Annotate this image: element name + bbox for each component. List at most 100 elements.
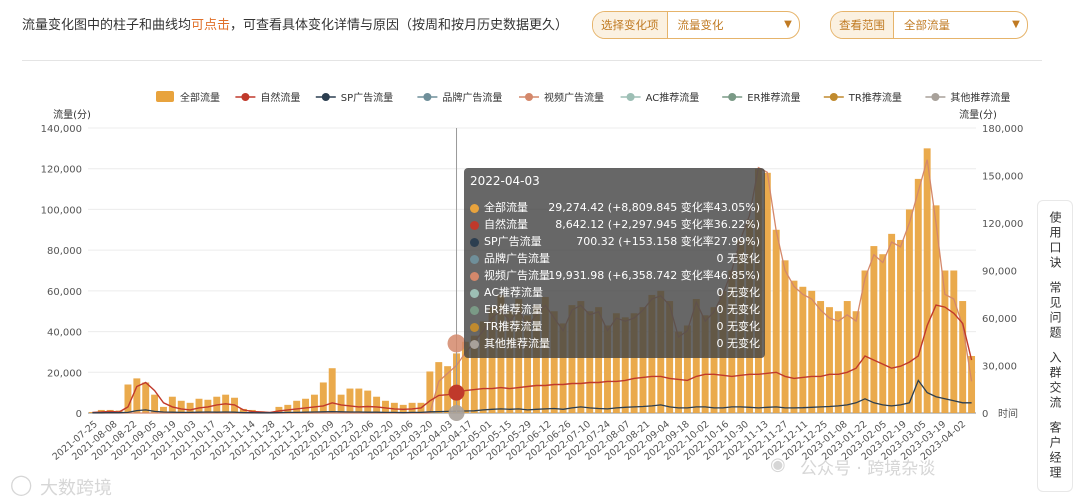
divider [22,60,1042,61]
bar-total-traffic [861,270,869,413]
bar-total-traffic [817,301,825,413]
tooltip-series-name: ER推荐流量 [484,303,543,316]
legend-swatch-dot [525,93,533,101]
bar-total-traffic [941,270,949,413]
faq-link[interactable]: 常见问题 [1048,281,1062,341]
tooltip-series-name: 品牌广告流量 [484,252,550,265]
bar-total-traffic [186,402,194,413]
y-left-tick-label: 60,000 [47,287,82,298]
x-axis-label: 时间 [998,407,1018,420]
series-dot-icon [470,272,479,281]
tooltip-series-value: 700.32 (+153.158 变化率27.99%) [576,235,760,248]
watermark-right: 公众号 · 跨境杂谈 [800,459,936,479]
legend-item-label: TR推荐流量 [848,91,902,104]
bar-total-traffic [488,307,496,413]
bar-total-traffic [310,394,318,413]
bar-total-traffic [683,325,691,413]
bar-total-traffic [506,311,514,413]
bar-total-traffic [897,239,904,413]
usage-tips-link[interactable]: 使用口诀 [1048,211,1062,271]
bar-total-traffic [879,254,887,413]
series-dot-icon [470,221,479,230]
y-right-tick-label: 0 [982,409,988,420]
bar-total-traffic [142,382,150,413]
bar-total-traffic [781,260,789,413]
legend-swatch-dot [626,93,635,101]
bar-total-traffic [852,311,860,413]
y-right-axis-label: 流量(分) [959,108,997,121]
bar-total-traffic [568,305,576,413]
tooltip-series-value: 0 无变化 [716,320,761,333]
bar-total-traffic [275,406,283,413]
bar-total-traffic [382,400,389,413]
tooltip-row: TR推荐流量 0 无变化 [470,319,760,335]
bar-total-traffic [124,384,132,413]
y-left-tick-label: 0 [76,409,82,420]
legend-swatch-dot [321,93,330,101]
range-select[interactable]: 查看范围 全部流量 ▼ [830,11,1028,39]
series-dot-icon [470,204,479,213]
tooltip-series-value: 29,274.42 (+8,809.845 变化率43.05%) [548,201,760,214]
y-right-tick-label: 180,000 [982,124,1023,135]
bar-total-traffic [444,366,452,413]
top-note: 流量变化图中的柱子和曲线均可点击，可查看具体变化详情与原因（按周和按月历史数据更… [22,14,568,33]
legend-item-label: 其他推荐流量 [950,91,1010,104]
note-suffix: ，可查看具体变化详情与原因（按周和按月历史数据更久） [230,18,569,33]
series-dot-icon [470,255,479,264]
bar-total-traffic [177,400,185,413]
bar-total-traffic [355,388,363,413]
bar-total-traffic [524,315,532,413]
y-right-tick-label: 30,000 [982,362,1017,373]
legend-swatch [156,91,174,102]
tooltip-series-value: 0 无变化 [716,252,761,265]
bar-total-traffic [604,325,611,413]
legend-item-label: 视频广告流量 [544,91,604,104]
tooltip-row: 自然流量 8,642.12 (+2,297.945 变化率36.22%) [470,217,760,233]
bar-total-traffic [905,209,913,413]
tooltip-series-value: 19,931.98 (+6,358.742 变化率46.85%) [548,269,760,282]
series-dot-icon [470,238,479,247]
note-prefix: 流量变化图中的柱子和曲线均 [22,18,192,33]
tooltip-row: SP广告流量 700.32 (+153.158 变化率27.99%) [470,234,760,250]
bar-total-traffic [532,305,540,413]
bar-total-traffic [337,394,345,413]
clickable-hint: 可点击 [191,18,231,33]
bar-total-traffic [675,331,682,413]
legend-item-label: SP广告流量 [341,91,393,104]
bar-total-traffic [843,301,851,413]
line-natural-traffic [92,304,973,414]
bar-total-traffic [870,246,878,413]
bar-total-traffic [834,311,842,413]
tooltip-row: ER推荐流量 0 无变化 [470,302,760,318]
legend-swatch-dot [829,93,838,101]
bar-total-traffic [595,307,603,413]
bar-total-traffic [461,341,469,413]
legend-swatch-dot [423,93,432,101]
join-group-link[interactable]: 入群交流 [1048,351,1062,411]
bar-total-traffic [151,394,159,413]
chevron-down-icon: ▼ [784,19,792,30]
bar-total-traffic [479,321,487,413]
y-left-axis-label: 流量(分) [53,108,91,121]
bar-total-traffic [621,317,629,413]
line-sp-ad-traffic [92,379,972,414]
help-side-panel: 使用口诀 常见问题 入群交流 客户经理 [1037,200,1073,492]
legend-item-label: AC推荐流量 [646,91,700,104]
series-dot-icon [470,323,479,332]
change-item-select[interactable]: 选择变化项 流量变化 ▼ [592,11,800,39]
traffic-chart[interactable]: 0 20,000 40,000 60,000 80,000 100,000 120,000 1… [0,84,1040,504]
change-item-value: 流量变化 [677,18,724,32]
y-left-tick-label: 120,000 [41,165,82,176]
tooltip-series-name: 全部流量 [484,201,528,214]
tooltip-series-value: 0 无变化 [716,286,761,299]
tooltip-series-name: AC推荐流量 [484,286,544,299]
bar-total-traffic [772,229,780,413]
chevron-down-icon: ▼ [1012,19,1020,30]
watermark-left: 大数跨境 [40,478,112,499]
y-left-tick-label: 40,000 [47,328,82,339]
account-manager-link[interactable]: 客户经理 [1048,421,1062,481]
bar-total-traffic [559,323,567,413]
legend-swatch-dot [931,93,940,101]
bar-total-traffic [168,396,176,413]
hover-marker-video [447,334,466,353]
